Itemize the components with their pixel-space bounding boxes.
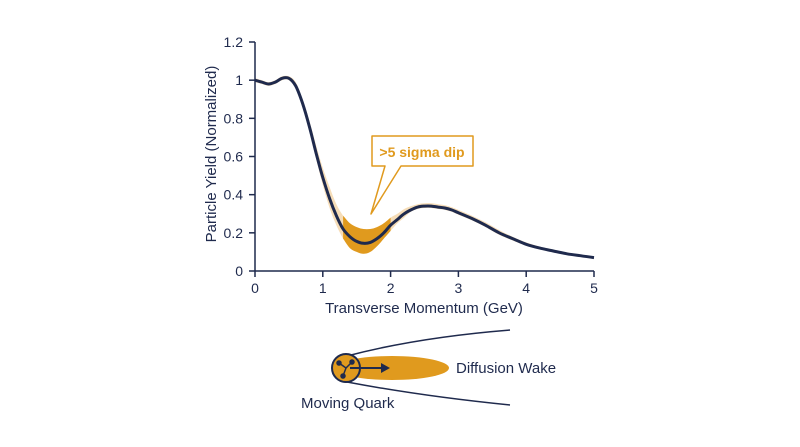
motion-arrow-icon <box>350 363 390 373</box>
uncertainty-band <box>255 75 594 259</box>
quark-glyph-icon <box>336 359 355 379</box>
x-tick-label: 3 <box>455 280 463 296</box>
series-line <box>254 76 595 260</box>
y-tick-label: 1 <box>235 72 243 88</box>
callout-box <box>370 135 474 215</box>
y-ticks: 0 0.2 0.4 0.6 0.8 1 1.2 <box>224 34 255 279</box>
x-tick-label: 1 <box>319 280 327 296</box>
callout-text: >5 sigma dip <box>379 144 464 160</box>
x-ticks: 0 1 2 3 4 5 <box>251 271 598 296</box>
x-axis-title: Transverse Momentum (GeV) <box>325 300 523 317</box>
y-tick-label: 0.6 <box>224 149 244 165</box>
quark-wake-diagram: Diffusion Wake Moving Quark <box>301 329 556 412</box>
y-axis-title: Particle Yield (Normalized) <box>203 66 220 243</box>
dip-highlight <box>343 215 391 254</box>
x-tick-label: 2 <box>387 280 395 296</box>
y-tick-label: 0.2 <box>224 225 244 241</box>
y-tick-label: 0.8 <box>224 110 244 126</box>
dip-callout: >5 sigma dip <box>370 135 474 215</box>
y-tick-label: 1.2 <box>224 34 244 50</box>
x-tick-label: 4 <box>522 280 530 296</box>
moving-quark-label: Moving Quark <box>301 395 395 412</box>
x-tick-label: 0 <box>251 280 259 296</box>
x-tick-label: 5 <box>590 280 598 296</box>
diffusion-wake-fill <box>335 356 449 380</box>
chart: 0 0.2 0.4 0.6 0.8 1 1.2 0 1 2 3 4 5 Particle Yield … <box>203 34 598 317</box>
y-tick-label: 0 <box>235 263 243 279</box>
y-tick-label: 0.4 <box>224 187 244 203</box>
wake-cone-outline <box>346 329 511 406</box>
diffusion-wake-label: Diffusion Wake <box>456 360 556 377</box>
